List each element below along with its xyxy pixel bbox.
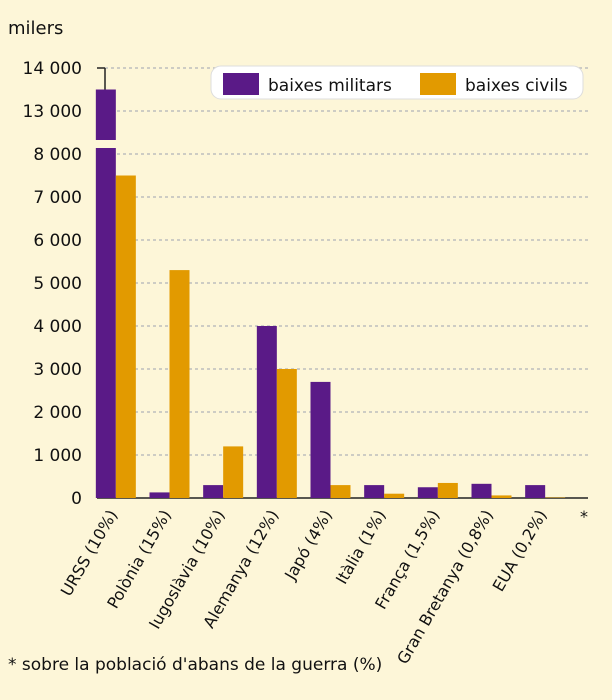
legend-box bbox=[210, 65, 584, 100]
gridlines bbox=[95, 67, 588, 456]
bar-military bbox=[525, 485, 546, 498]
legend-label-civil: baixes civils bbox=[465, 76, 568, 96]
bar-military bbox=[149, 492, 170, 498]
y-tick-label: 3 000 bbox=[33, 360, 82, 380]
y-tick-label: 8 000 bbox=[33, 145, 82, 165]
x-tick-label: URSS (10%) bbox=[57, 507, 122, 600]
bar-civil bbox=[330, 485, 351, 498]
bar-civil bbox=[491, 495, 512, 498]
category-footnote-marker: * bbox=[580, 507, 588, 526]
y-tick-label: 7 000 bbox=[33, 188, 82, 208]
bar-military bbox=[256, 326, 277, 498]
y-unit-label: milers bbox=[8, 18, 63, 39]
legend-swatch-military bbox=[223, 73, 259, 95]
x-tick-label: Itàlia (1%) bbox=[332, 507, 390, 588]
bar-civil bbox=[169, 270, 190, 498]
bar-military bbox=[203, 485, 224, 498]
y-tick-label: 4 000 bbox=[33, 317, 82, 337]
legend: baixes militars baixes civils bbox=[210, 65, 584, 100]
axis-break-gap bbox=[93, 140, 138, 148]
bars bbox=[93, 89, 566, 498]
y-tick-label: 6 000 bbox=[33, 231, 82, 251]
x-tick-labels: URSS (10%)Polònia (15%)Iugoslàvia (10%)A… bbox=[57, 507, 551, 668]
bar-military bbox=[471, 483, 492, 498]
bar-civil bbox=[223, 446, 244, 498]
legend-swatch-civil bbox=[420, 73, 456, 95]
y-tick-label: 2 000 bbox=[33, 403, 82, 423]
bar-civil bbox=[437, 482, 458, 498]
bar-military bbox=[95, 89, 116, 498]
y-tick-label: 13 000 bbox=[23, 102, 82, 122]
x-tick-label: Japó (4%) bbox=[280, 507, 336, 584]
bar-civil bbox=[276, 369, 297, 498]
bar-military bbox=[364, 485, 385, 498]
x-tick-label: Gran Bretanya (0,8%) bbox=[393, 507, 497, 668]
y-tick-label: 14 000 bbox=[23, 59, 82, 79]
footnote: * sobre la població d'abans de la guerra… bbox=[8, 655, 383, 675]
bar-military bbox=[417, 487, 438, 498]
legend-label-military: baixes militars bbox=[268, 76, 392, 96]
bar-civil bbox=[115, 175, 136, 498]
y-tick-labels: 0 1 000 2 000 3 000 4 000 5 000 6 000 7 000 8 00… bbox=[23, 59, 82, 509]
x-tick-label: EUA (0,2%) bbox=[489, 507, 551, 595]
bar-civil bbox=[384, 493, 405, 498]
bar-military bbox=[310, 381, 331, 498]
y-tick-label: 5 000 bbox=[33, 274, 82, 294]
y-tick-label: 0 bbox=[71, 489, 82, 509]
y-tick-label: 1 000 bbox=[33, 446, 82, 466]
